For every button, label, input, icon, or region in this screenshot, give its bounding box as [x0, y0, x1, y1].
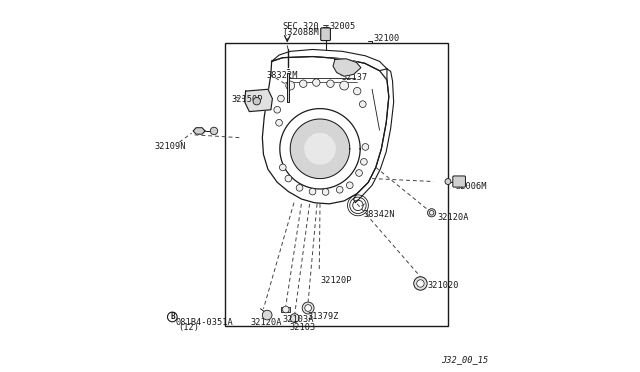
FancyBboxPatch shape — [453, 176, 465, 187]
Text: 32120P: 32120P — [321, 276, 352, 285]
Circle shape — [337, 186, 343, 193]
Text: 32137: 32137 — [342, 73, 368, 82]
Circle shape — [346, 182, 353, 189]
Circle shape — [291, 119, 349, 179]
Text: SEC.320: SEC.320 — [282, 22, 319, 31]
FancyBboxPatch shape — [321, 28, 330, 41]
Circle shape — [445, 179, 451, 185]
Text: 32103A: 32103A — [282, 315, 314, 324]
Text: 38322M: 38322M — [266, 71, 298, 80]
Circle shape — [280, 164, 286, 171]
Text: 32109N: 32109N — [154, 142, 186, 151]
Text: (32088M): (32088M) — [282, 28, 324, 37]
Circle shape — [276, 119, 282, 126]
Text: 38342N: 38342N — [364, 210, 395, 219]
Circle shape — [253, 97, 260, 105]
Circle shape — [305, 305, 312, 311]
Circle shape — [429, 211, 434, 215]
Bar — [287, 73, 289, 102]
Text: 31379Z: 31379Z — [307, 312, 339, 321]
Text: 32100: 32100 — [374, 34, 400, 43]
Circle shape — [286, 81, 294, 90]
Circle shape — [360, 101, 366, 108]
Circle shape — [312, 79, 320, 86]
Circle shape — [340, 81, 349, 90]
Circle shape — [305, 134, 335, 164]
Bar — [282, 307, 291, 312]
Circle shape — [278, 95, 284, 102]
Circle shape — [362, 144, 369, 150]
Text: (12): (12) — [178, 323, 199, 332]
Circle shape — [302, 302, 314, 314]
Circle shape — [356, 170, 362, 176]
Bar — [225, 43, 449, 326]
Circle shape — [274, 106, 280, 113]
Circle shape — [353, 87, 361, 95]
Circle shape — [291, 314, 299, 323]
Text: 32120A: 32120A — [250, 318, 282, 327]
Text: 32150P: 32150P — [232, 95, 263, 104]
Text: 32005: 32005 — [330, 22, 356, 31]
Text: 321020: 321020 — [427, 281, 459, 290]
Circle shape — [322, 189, 329, 195]
Circle shape — [285, 175, 292, 182]
Text: 081B4-0351A: 081B4-0351A — [175, 318, 234, 327]
Polygon shape — [333, 59, 361, 76]
Circle shape — [309, 188, 316, 195]
Text: 32006M: 32006M — [456, 182, 487, 191]
Circle shape — [211, 127, 218, 135]
Text: 32120A: 32120A — [437, 213, 468, 222]
Circle shape — [413, 277, 427, 290]
Circle shape — [300, 80, 307, 87]
Circle shape — [262, 310, 272, 320]
Text: 32103: 32103 — [289, 323, 316, 332]
Polygon shape — [245, 89, 273, 112]
Circle shape — [417, 280, 424, 287]
Circle shape — [360, 158, 367, 165]
Text: J32_00_15: J32_00_15 — [441, 355, 488, 364]
Circle shape — [326, 80, 334, 87]
Circle shape — [282, 306, 289, 313]
Circle shape — [428, 209, 436, 217]
Polygon shape — [193, 128, 205, 134]
Circle shape — [296, 185, 303, 191]
Text: B: B — [170, 312, 175, 321]
Circle shape — [305, 134, 335, 164]
